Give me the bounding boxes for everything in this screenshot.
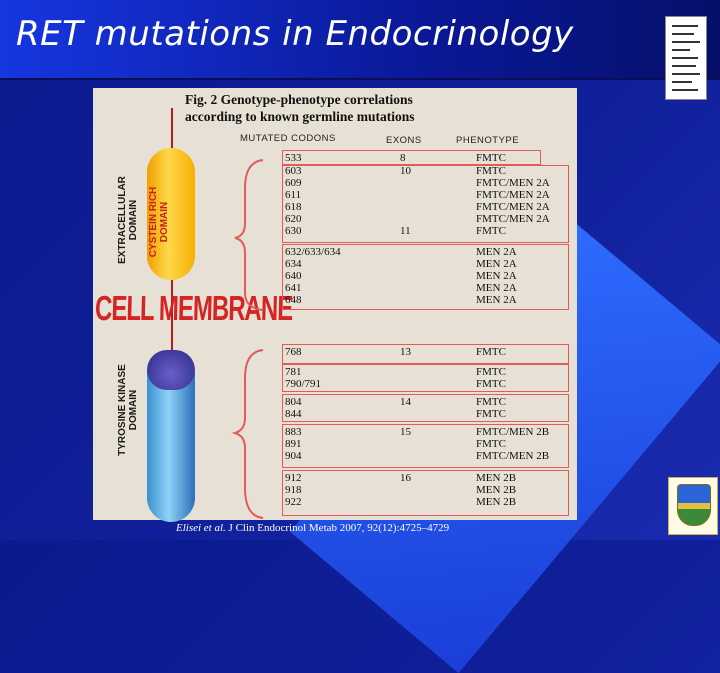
phenotype-cell: MEN 2B (476, 496, 517, 508)
phenotype-cell: FMTC (476, 378, 506, 390)
phenotype-cell: FMTC/MEN 2A (476, 177, 550, 189)
column-header-exons: EXONS (386, 135, 422, 146)
codon-cell: 634 (285, 258, 302, 270)
codon-cell: 804 (285, 396, 302, 408)
codon-cell: 603 (285, 165, 302, 177)
phenotype-cell: MEN 2A (476, 258, 517, 270)
cystein-rich-domain-shape (147, 148, 195, 280)
group-box-781-790 (282, 364, 569, 392)
group-box-912-922 (282, 470, 569, 516)
phenotype-cell: FMTC/MEN 2A (476, 201, 550, 213)
phenotype-cell: MEN 2B (476, 472, 517, 484)
figure-panel: Fig. 2 Genotype-phenotype correlations a… (93, 88, 577, 522)
codon-cell: 922 (285, 496, 302, 508)
codon-cell: 611 (285, 189, 302, 201)
phenotype-cell: MEN 2A (476, 282, 517, 294)
phenotype-cell: FMTC (476, 152, 506, 164)
codon-cell: 883 (285, 426, 302, 438)
codon-cell: 904 (285, 450, 302, 462)
phenotype-cell: MEN 2A (476, 270, 517, 282)
citation: Elisei et al. J Clin Endocrinol Metab 20… (176, 522, 449, 534)
group-box-533 (282, 150, 541, 165)
codon-cell: 781 (285, 366, 302, 378)
phenotype-cell: FMTC (476, 346, 506, 358)
codon-cell: 632/633/634 (285, 246, 341, 258)
codon-cell: 640 (285, 270, 302, 282)
exon-cell: 16 (400, 472, 411, 484)
codon-cell: 648 (285, 294, 302, 306)
phenotype-cell: FMTC (476, 438, 506, 450)
title-divider (0, 78, 720, 80)
codon-cell: 918 (285, 484, 302, 496)
document-thumbnail (665, 16, 707, 100)
codon-cell: 790/791 (285, 378, 322, 390)
receptor-axis (171, 108, 173, 513)
citation-source: J Clin Endocrinol Metab 2007, 92(12):472… (225, 522, 450, 534)
codon-cell: 912 (285, 472, 302, 484)
group-box-632-648 (282, 244, 569, 310)
university-seal (668, 477, 718, 535)
title-bar (0, 0, 720, 78)
phenotype-cell: FMTC (476, 408, 506, 420)
phenotype-cell: FMTC/MEN 2A (476, 213, 550, 225)
exon-cell: 10 (400, 165, 411, 177)
phenotype-cell: FMTC (476, 366, 506, 378)
codon-cell: 641 (285, 282, 302, 294)
codon-cell: 844 (285, 408, 302, 420)
phenotype-cell: MEN 2B (476, 484, 517, 496)
figure-title-line2: according to known germline mutations (185, 109, 415, 124)
group-box-768 (282, 344, 569, 364)
phenotype-cell: FMTC/MEN 2B (476, 450, 550, 462)
codon-cell: 533 (285, 152, 302, 164)
phenotype-cell: MEN 2A (476, 246, 517, 258)
codon-cell: 609 (285, 177, 302, 189)
column-header-phenotype: PHENOTYPE (456, 135, 520, 146)
codon-cell: 630 (285, 225, 302, 237)
phenotype-cell: FMTC (476, 225, 506, 237)
phenotype-cell: MEN 2A (476, 294, 517, 306)
exon-cell: 11 (400, 225, 411, 237)
exon-cell: 14 (400, 396, 411, 408)
codon-cell: 618 (285, 201, 302, 213)
citation-authors: Elisei et al. (176, 522, 226, 534)
exon-cell: 8 (400, 152, 406, 164)
codon-cell: 620 (285, 213, 302, 225)
phenotype-cell: FMTC/MEN 2B (476, 426, 550, 438)
crest-icon (677, 484, 711, 526)
grouping-braces (231, 159, 264, 519)
exon-cell: 13 (400, 346, 411, 358)
figure-title-line1: Fig. 2 Genotype-phenotype correlations (185, 92, 413, 107)
exon-cell: 15 (400, 426, 411, 438)
tyrosine-kinase-cap (147, 350, 195, 390)
slide-title: RET mutations in Endocrinology (16, 14, 574, 54)
phenotype-cell: FMTC (476, 396, 506, 408)
group-box-804-844 (282, 394, 569, 422)
codon-cell: 768 (285, 346, 302, 358)
phenotype-cell: FMTC/MEN 2A (476, 189, 550, 201)
group-box-883-904 (282, 424, 569, 468)
codon-cell: 891 (285, 438, 302, 450)
group-box-603-630 (282, 165, 569, 243)
column-header-codons: MUTATED CODONS (240, 133, 336, 144)
phenotype-cell: FMTC (476, 165, 506, 177)
